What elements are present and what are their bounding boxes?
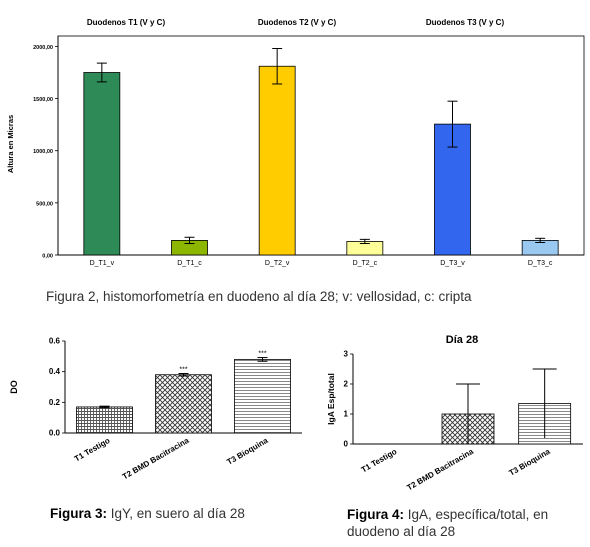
y-tick-label: 0.4 [49,367,61,376]
bar-t1-testigo [76,406,133,434]
figure-4-text: IgA, específica/total, en duodeno al día… [347,507,549,539]
y-axis-label: Altura en Micras [6,115,15,173]
chart-igy-suero: DO 0.0 0.2 0.4 0.6 T1 Testigo *** T2 BMD Baci… [9,337,302,482]
figure-4-caption: Figura 4: IgA, específica/total, en duod… [347,506,583,540]
significance-label: *** [179,367,187,374]
y-axis-label: IgA Esp/total [326,373,336,425]
figure-3-text: IgY, en suero al día 28 [107,506,245,521]
y-tick-label: 0,00 [42,254,53,260]
category-label: D_T2_c [353,260,378,267]
category-label: D_T1_c [177,260,202,267]
y-tick-label: 1 [344,410,349,419]
y-tick-label: 2000,00 [33,45,53,51]
figure-2-caption: Figura 2, histomorfometría en duodeno al… [46,289,472,304]
y-tick-label: 0 [344,440,349,449]
bar-d-t2-v [258,65,296,256]
category-label: T3 Bioquina [508,447,553,478]
chart-duodeno-histomorfometria: Duodenos T1 (V y C) Duodenos T2 (V y C) … [6,18,585,267]
group-title-t2: Duodenos T2 (V y C) [258,18,337,27]
figure-3-caption: Figura 3: IgY, en suero al día 28 [50,506,245,521]
y-tick-label: 0.0 [49,429,61,438]
bar-t2-bmd-bacitracina [155,374,212,434]
category-label: T1 Testigo [360,447,399,475]
category-label: T1 Testigo [73,436,112,464]
significance-label: *** [258,351,266,358]
category-label: T2 BMD Bacitracina [121,436,191,482]
category-label: T3 Bioquina [225,436,270,467]
y-tick-label: 500,00 [36,201,53,207]
y-axis-label: DO [9,380,19,394]
figure-4-label: Figura 4: [347,507,405,522]
y-tick-label: 1000,00 [33,149,53,155]
chart-title: Día 28 [446,334,478,346]
category-label: D_T3_c [528,260,553,267]
y-tick-label: 1500,00 [33,97,53,103]
category-label: D_T3_v [440,260,465,267]
y-tick-label: 2 [344,380,349,389]
bar-t3-bioquina [234,358,291,434]
category-label: T2 BMD Bacitracina [405,447,475,493]
category-label: D_T1_v [90,260,115,267]
chart-iga-duodeno: Día 28 IgA Esp/total 0 1 2 3 T1 Testigo T2 B… [326,334,583,492]
group-title-t3: Duodenos T3 (V y C) [426,18,505,27]
plot-frame [57,35,585,256]
figure-3-label: Figura 3: [50,506,108,521]
category-label: D_T2_v [265,260,290,267]
y-tick-label: 0.6 [49,337,61,346]
y-tick-label: 3 [344,350,349,359]
y-tick-label: 0.2 [49,398,61,407]
bar-d-t1-v [83,72,121,256]
group-title-t1: Duodenos T1 (V y C) [87,18,166,27]
